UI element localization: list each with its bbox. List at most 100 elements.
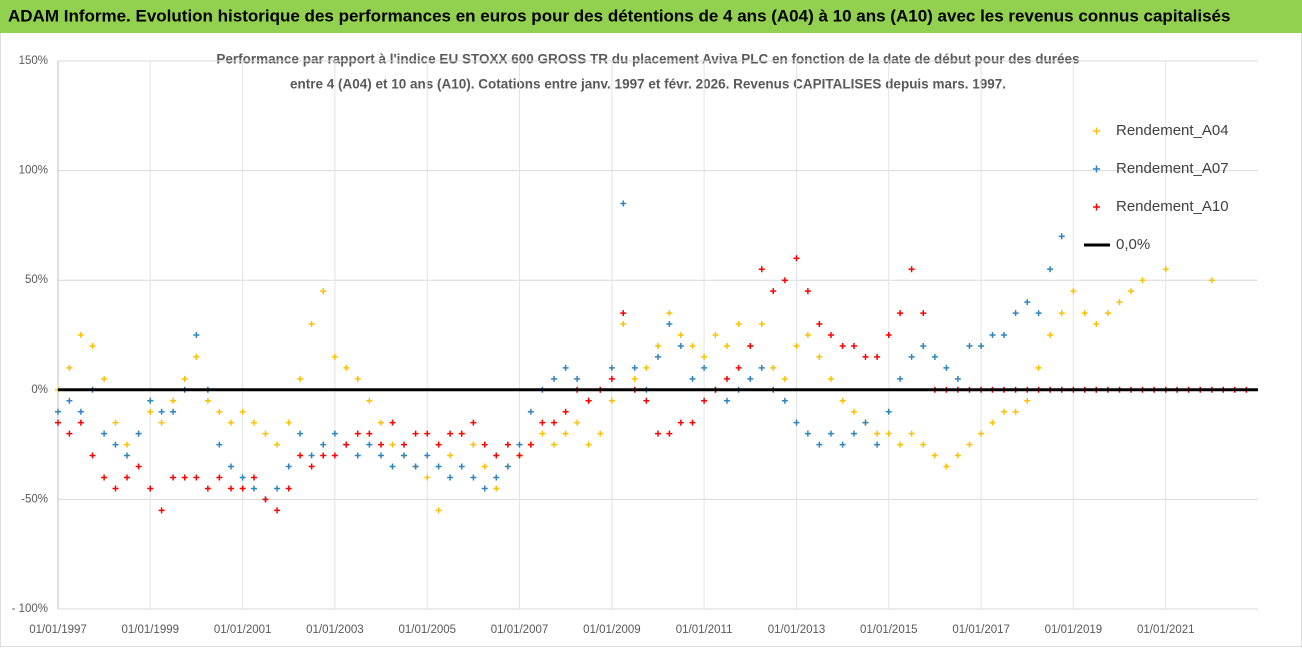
point [620, 321, 627, 328]
point [631, 375, 638, 382]
point [66, 397, 73, 404]
point [793, 255, 800, 262]
point [758, 321, 765, 328]
point [354, 375, 361, 382]
point [331, 452, 338, 459]
point [608, 364, 615, 371]
point [320, 441, 327, 448]
x-tick-label: 01/01/1997 [29, 624, 87, 636]
point [1012, 408, 1019, 415]
point [804, 332, 811, 338]
point [701, 353, 708, 360]
legend-marker [1093, 165, 1100, 173]
point [250, 419, 257, 426]
point [470, 419, 477, 426]
point [343, 364, 350, 371]
point [262, 430, 269, 437]
point [470, 441, 477, 448]
point [827, 375, 834, 382]
point [181, 375, 188, 382]
point [435, 507, 442, 514]
point [147, 485, 154, 492]
point [597, 430, 604, 437]
point [308, 321, 315, 328]
point [470, 474, 477, 481]
point [585, 397, 592, 404]
legend-label: 0,0% [1116, 236, 1150, 253]
point [666, 430, 673, 437]
chart-subtitle: entre 4 (A04) et 10 ans (A10). Cotations… [290, 77, 1006, 92]
point [943, 463, 950, 470]
point [424, 474, 431, 481]
point [147, 408, 154, 415]
point [1001, 408, 1007, 415]
point [1081, 310, 1088, 317]
point [504, 463, 511, 470]
point [101, 430, 108, 437]
point [723, 342, 730, 349]
point [250, 485, 257, 492]
point [781, 375, 788, 382]
point [712, 332, 719, 338]
point [389, 441, 396, 448]
x-tick-label: 01/01/2015 [860, 624, 918, 636]
x-tick-label: 01/01/2003 [306, 624, 364, 636]
point [170, 408, 177, 415]
point [89, 452, 96, 459]
point [400, 452, 407, 459]
point [424, 452, 431, 459]
point [366, 430, 373, 437]
point [274, 441, 281, 448]
point [585, 441, 592, 448]
point [193, 474, 200, 481]
point [354, 430, 361, 437]
point [920, 310, 927, 317]
point [493, 452, 500, 459]
x-tick-label: 01/01/1999 [121, 624, 179, 636]
point [608, 375, 615, 382]
point [781, 397, 788, 404]
point [954, 452, 961, 459]
point [1162, 266, 1169, 273]
point [804, 288, 811, 295]
point [331, 430, 338, 437]
point [677, 342, 684, 349]
point [297, 452, 304, 459]
point [170, 474, 177, 481]
point [689, 419, 696, 426]
point [574, 375, 581, 382]
point [77, 408, 84, 415]
x-tick-label: 01/01/2021 [1137, 624, 1195, 636]
point [1116, 299, 1123, 306]
point [447, 452, 454, 459]
point [170, 397, 177, 404]
point [908, 430, 915, 437]
point [181, 474, 188, 481]
point [689, 375, 696, 382]
point [481, 441, 488, 448]
point [377, 441, 384, 448]
point [770, 364, 777, 371]
point [666, 321, 673, 328]
x-tick-label: 01/01/2007 [491, 624, 549, 636]
point [689, 342, 696, 349]
point [135, 463, 142, 470]
point [343, 441, 350, 448]
point [516, 441, 523, 448]
point [204, 397, 211, 404]
x-tick-label: 01/01/2009 [583, 624, 641, 636]
point [77, 419, 84, 426]
point [158, 507, 165, 514]
point [112, 441, 119, 448]
point [435, 463, 442, 470]
point [781, 277, 788, 284]
point [308, 452, 315, 459]
point [677, 419, 684, 426]
point [123, 452, 130, 459]
point [862, 353, 869, 360]
point [216, 408, 223, 415]
y-tick-label: -50% [21, 493, 48, 505]
point [943, 364, 950, 371]
point [655, 342, 661, 349]
